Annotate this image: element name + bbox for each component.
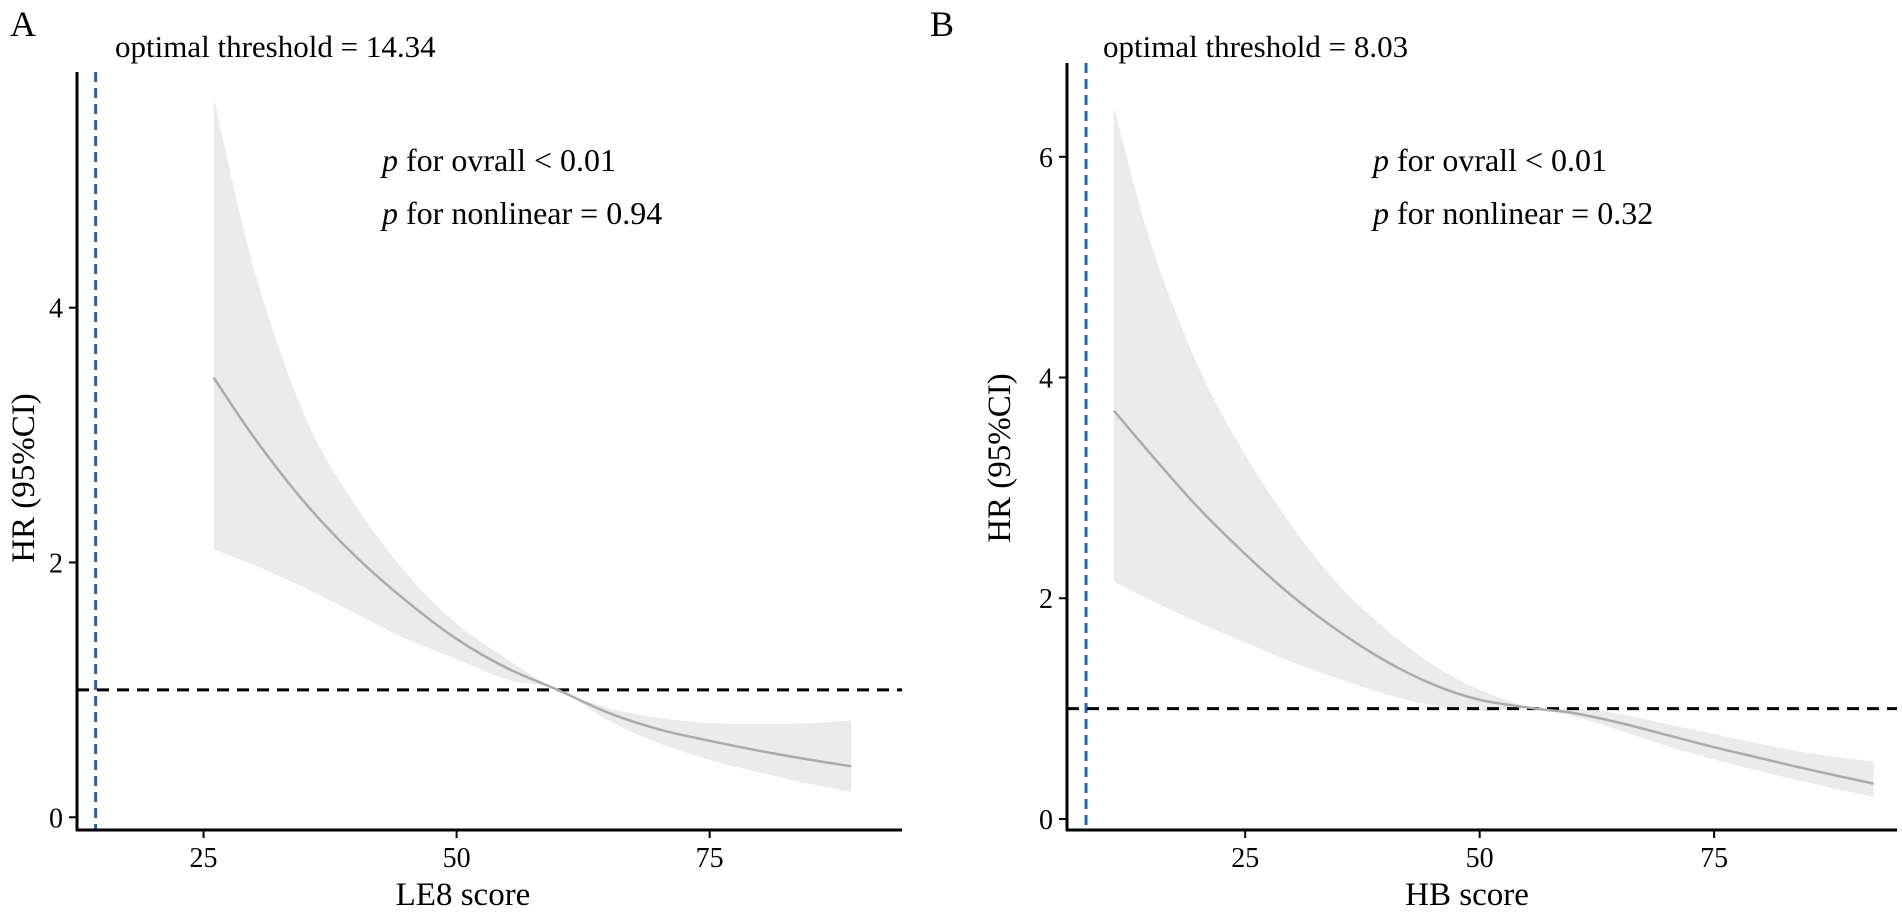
y-tick-label: 0 [1039, 805, 1053, 836]
tick-group: 25 50 75 0 2 4 6 [1039, 143, 1728, 874]
hr-curve [212, 377, 852, 768]
y-tick-label: 4 [1039, 364, 1053, 395]
panel-letter: B [930, 4, 954, 44]
x-tick-label: 25 [1231, 843, 1259, 874]
y-tick-label: 2 [1039, 584, 1053, 615]
y-tick-label: 2 [49, 548, 63, 579]
panel-letter: A [10, 4, 36, 44]
confidence-band [1113, 107, 1874, 797]
p-nonlinear-annotation: p for nonlinear = 0.32 [1371, 195, 1653, 231]
p-nonlinear-annotation: p for nonlinear = 0.94 [380, 195, 662, 231]
x-tick-label: 50 [1466, 843, 1494, 874]
y-axis-title: HR (95%CI) [982, 373, 1018, 543]
y-axis-title: HR (95%CI) [6, 393, 42, 563]
x-axis-title: LE8 score [396, 877, 531, 912]
threshold-label: optimal threshold = 14.34 [115, 29, 436, 64]
annotation-text: for ovrall < 0.01 [1389, 142, 1607, 178]
panel-b: B 25 50 75 0 2 4 6 optimal threshold = 8.03 p … [930, 4, 1897, 912]
y-tick-label: 4 [49, 294, 63, 325]
x-tick-label: 75 [1700, 843, 1728, 874]
confidence-band [213, 97, 852, 792]
tick-group: 25 50 75 0 2 4 [49, 294, 724, 874]
y-tick-label: 0 [49, 803, 63, 834]
annotation-text: for nonlinear = 0.94 [398, 195, 662, 231]
p-overall-annotation: p for ovrall < 0.01 [380, 142, 616, 178]
p-overall-annotation: p for ovrall < 0.01 [1371, 142, 1607, 178]
annotation-text: for nonlinear = 0.32 [1389, 195, 1653, 231]
p-symbol: p [380, 142, 398, 178]
x-axis-title: HB score [1405, 877, 1529, 912]
panel-a: A 25 50 75 0 2 4 optimal threshold = 14.34 p … [6, 4, 902, 912]
p-symbol: p [1371, 142, 1389, 178]
p-symbol: p [380, 195, 398, 231]
y-tick-label: 6 [1039, 143, 1053, 174]
threshold-label: optimal threshold = 8.03 [1103, 29, 1408, 64]
x-tick-label: 75 [696, 843, 724, 874]
x-tick-label: 25 [190, 843, 218, 874]
annotation-text: for ovrall < 0.01 [398, 142, 616, 178]
hr-curve [1112, 409, 1874, 785]
x-tick-label: 50 [443, 843, 471, 874]
axes [75, 72, 902, 832]
p-symbol: p [1371, 195, 1389, 231]
axes [1065, 63, 1897, 832]
